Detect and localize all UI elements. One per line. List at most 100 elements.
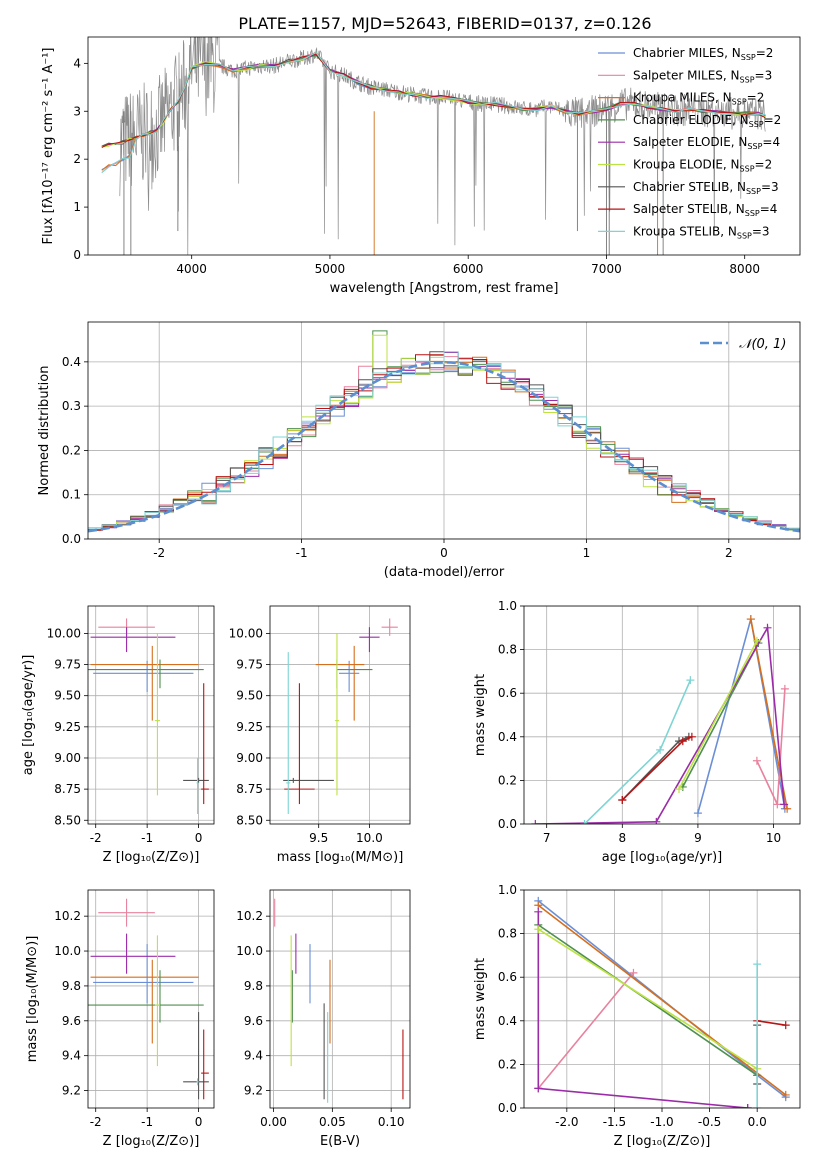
x-tick-label: -2 — [90, 1115, 102, 1129]
x-axis-label: (data-model)/error — [384, 565, 505, 580]
x-tick-label: -2 — [153, 546, 165, 560]
y-tick-label: 0.8 — [498, 643, 517, 657]
y-tick-label: 9.6 — [244, 1014, 263, 1028]
x-axis-label: mass [log₁₀(M/M⊙)] — [277, 850, 404, 865]
legend-suffix: =4 — [760, 202, 778, 216]
legend-sub: SSP — [747, 142, 762, 151]
y-tick-label: 10.00 — [229, 626, 263, 640]
point-1 — [381, 618, 398, 636]
legend-sub: SSP — [741, 53, 756, 62]
legend-name: Chabrier MILES, N — [633, 46, 741, 60]
x-tick-label: 6000 — [453, 262, 484, 276]
point-8 — [196, 757, 199, 815]
figure-title: PLATE=1157, MJD=52643, FIBERID=0137, z=0… — [238, 14, 651, 33]
x-tick-label: 0.00 — [260, 1115, 287, 1129]
y-tick-label: 10.00 — [47, 626, 81, 640]
plot-area-age-vs-mass — [270, 606, 410, 824]
x-tick-label: 8 — [618, 831, 626, 845]
series-line-7 — [757, 1020, 786, 1026]
y-axis-label: mass [log₁₀(M/M⊙)] — [25, 936, 40, 1063]
y-tick-label: 9.4 — [62, 1049, 81, 1063]
y-tick-label: 9.8 — [244, 979, 263, 993]
point-6 — [183, 1012, 209, 1100]
y-tick-label: 8.50 — [54, 813, 81, 827]
y-tick-label: 9.00 — [54, 751, 81, 765]
series-line-7 — [621, 736, 693, 801]
legend-suffix: =2 — [747, 91, 765, 105]
y-tick-label: 4 — [73, 56, 81, 70]
x-tick-label: 0 — [195, 831, 203, 845]
point-5 — [154, 633, 160, 796]
legend-normal: 𝒩(0, 1) — [739, 337, 786, 352]
y-axis-label: Normed distribution — [37, 366, 52, 496]
point-2 — [315, 645, 365, 721]
plot-area-massweight-vs-age — [524, 606, 800, 824]
y-tick-label: 0.0 — [498, 1101, 517, 1115]
legend-entry-5: Kroupa ELODIE, NSSP=2 — [633, 158, 772, 174]
series-line-0 — [697, 618, 786, 814]
legend-name: Chabrier ELODIE, N — [633, 113, 749, 127]
series-marker — [752, 756, 761, 765]
y-tick-label: 1 — [73, 200, 81, 214]
point-0 — [93, 660, 194, 692]
y-tick-label: 1.0 — [498, 883, 517, 897]
y-tick-label: 0.4 — [498, 730, 517, 744]
x-tick-label: 5000 — [315, 262, 346, 276]
y-tick-label: 0.3 — [62, 399, 81, 413]
y-tick-label: 9.25 — [236, 720, 263, 734]
x-tick-label: 9.5 — [309, 831, 328, 845]
legend-name: Salpeter ELODIE, N — [633, 135, 747, 149]
legend-name: Kroupa STELIB, N — [633, 224, 737, 238]
model-line-7 — [101, 54, 766, 148]
y-tick-label: 0.4 — [498, 1014, 517, 1028]
legend-suffix: =2 — [756, 46, 774, 60]
y-tick-label: 9.4 — [244, 1049, 263, 1063]
point-3 — [88, 970, 204, 1023]
y-tick-label: 8.50 — [236, 813, 263, 827]
axes-frame — [87, 321, 801, 540]
series-marker — [783, 804, 792, 813]
point-1 — [98, 898, 155, 927]
series-marker — [686, 676, 695, 685]
y-tick-label: 10.0 — [54, 944, 81, 958]
point-8 — [196, 1078, 199, 1086]
y-tick-label: 2 — [73, 152, 81, 166]
x-tick-label: -1.5 — [603, 1115, 626, 1129]
y-tick-label: 0.0 — [498, 817, 517, 831]
normal-curve — [88, 360, 800, 533]
series-line-2 — [537, 904, 787, 1096]
series-marker — [753, 1104, 762, 1108]
y-tick-label: 0.2 — [62, 443, 81, 457]
chart-age-vs-mass: 9.5 10.0 8.50 8.75 9.00 9.25 9.50 9.75 10.00 mass… — [229, 605, 411, 865]
series-marker — [753, 960, 762, 969]
chart-mass-vs-Z: -2 -1 0 9.2 9.4 9.6 9.8 10.0 10.2 Z [log₁₀(Z/Z⊙)]… — [25, 889, 215, 1149]
y-tick-label: 9.75 — [54, 658, 81, 672]
legend-sub: SSP — [746, 187, 761, 196]
legend-name: Salpeter MILES, N — [633, 68, 740, 82]
plot-area-spectrum — [101, 37, 766, 255]
legend-name: Chabrier STELIB, N — [633, 180, 746, 194]
y-tick-label: 9.6 — [62, 1014, 81, 1028]
x-tick-label: 0 — [195, 1115, 203, 1129]
y-tick-label: 0.2 — [498, 1057, 517, 1071]
x-tick-label: 9 — [694, 831, 702, 845]
y-tick-label: 10.2 — [54, 909, 81, 923]
chart-massweight-vs-Z: -2.0 -1.5 -1.0 -0.5 0.0 0.0 0.2 0.4 0.6 0.8 1.0 Z [… — [473, 883, 801, 1149]
x-tick-label: 4000 — [176, 262, 207, 276]
x-tick-label: -2 — [90, 831, 102, 845]
series-line-5 — [678, 640, 758, 790]
series-marker — [580, 820, 589, 824]
x-axis-label: Z [log₁₀(Z/Z⊙)] — [614, 1134, 711, 1149]
y-axis-label: mass weight — [473, 674, 488, 756]
y-tick-label: 0.8 — [498, 927, 517, 941]
plot-area-residuals — [88, 322, 800, 539]
legend-name: Kroupa MILES, N — [633, 91, 732, 105]
data-spectrum-line — [119, 37, 766, 255]
legend-entry-4: Salpeter ELODIE, NSSP=4 — [633, 135, 780, 151]
chart-spectrum: 4000 5000 6000 7000 8000 0 1 2 3 4 wavelength [Ang… — [41, 36, 801, 296]
x-tick-label: -0.5 — [698, 1115, 721, 1129]
legend-entry-0: Chabrier MILES, NSSP=2 — [633, 46, 773, 62]
y-tick-label: 0 — [73, 248, 81, 262]
x-tick-label: -1 — [141, 1115, 153, 1129]
